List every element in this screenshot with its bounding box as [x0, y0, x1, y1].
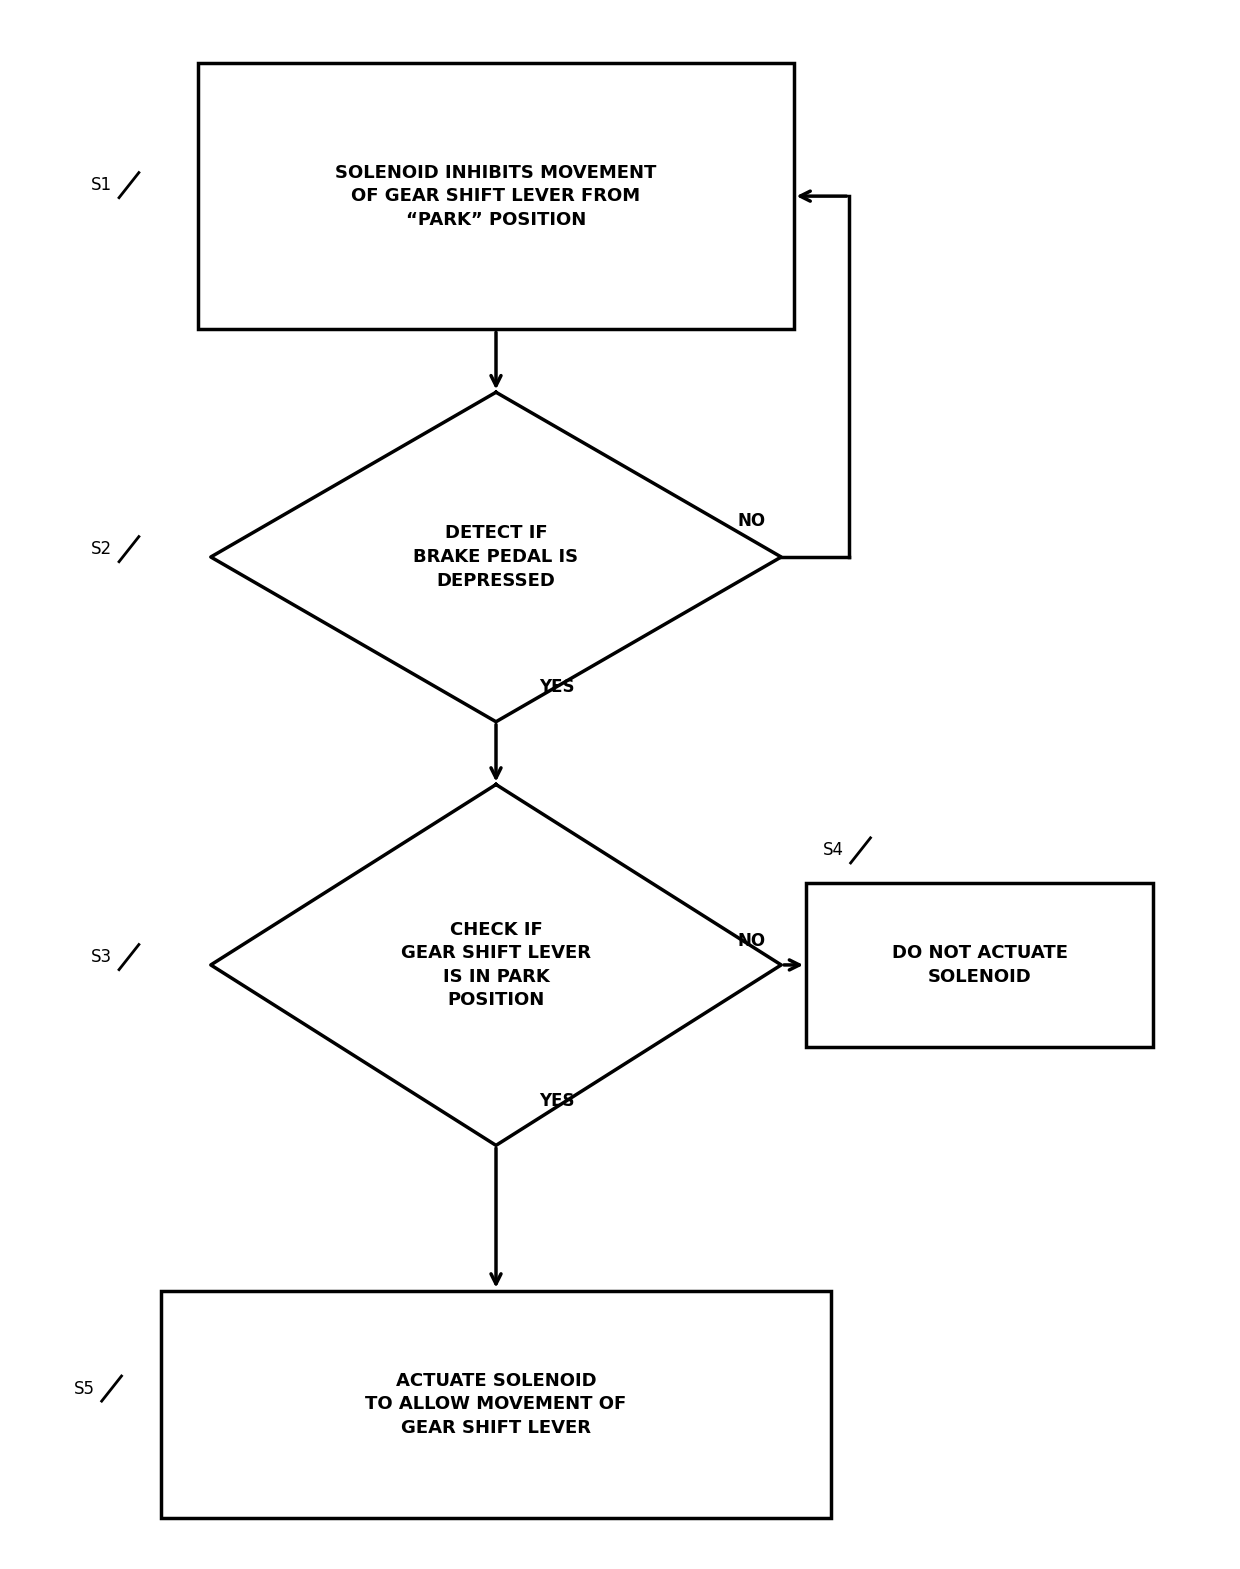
- Text: S3: S3: [91, 948, 113, 967]
- Text: ACTUATE SOLENOID
TO ALLOW MOVEMENT OF
GEAR SHIFT LEVER: ACTUATE SOLENOID TO ALLOW MOVEMENT OF GE…: [366, 1371, 626, 1437]
- FancyBboxPatch shape: [161, 1290, 831, 1519]
- FancyBboxPatch shape: [806, 882, 1153, 1048]
- Polygon shape: [211, 784, 781, 1145]
- Text: DO NOT ACTUATE
SOLENOID: DO NOT ACTUATE SOLENOID: [892, 945, 1068, 985]
- Text: SOLENOID INHIBITS MOVEMENT
OF GEAR SHIFT LEVER FROM
“PARK” POSITION: SOLENOID INHIBITS MOVEMENT OF GEAR SHIFT…: [335, 163, 657, 229]
- Text: S4: S4: [823, 841, 843, 860]
- Text: YES: YES: [539, 678, 575, 697]
- Text: S1: S1: [91, 176, 113, 195]
- Text: CHECK IF
GEAR SHIFT LEVER
IS IN PARK
POSITION: CHECK IF GEAR SHIFT LEVER IS IN PARK POS…: [401, 921, 591, 1009]
- Text: NO: NO: [738, 932, 766, 951]
- Polygon shape: [211, 392, 781, 722]
- Text: S5: S5: [74, 1379, 94, 1398]
- FancyBboxPatch shape: [198, 63, 794, 329]
- Text: NO: NO: [738, 511, 766, 530]
- Text: YES: YES: [539, 1092, 575, 1111]
- Text: S2: S2: [91, 540, 113, 559]
- Text: DETECT IF
BRAKE PEDAL IS
DEPRESSED: DETECT IF BRAKE PEDAL IS DEPRESSED: [413, 524, 579, 590]
